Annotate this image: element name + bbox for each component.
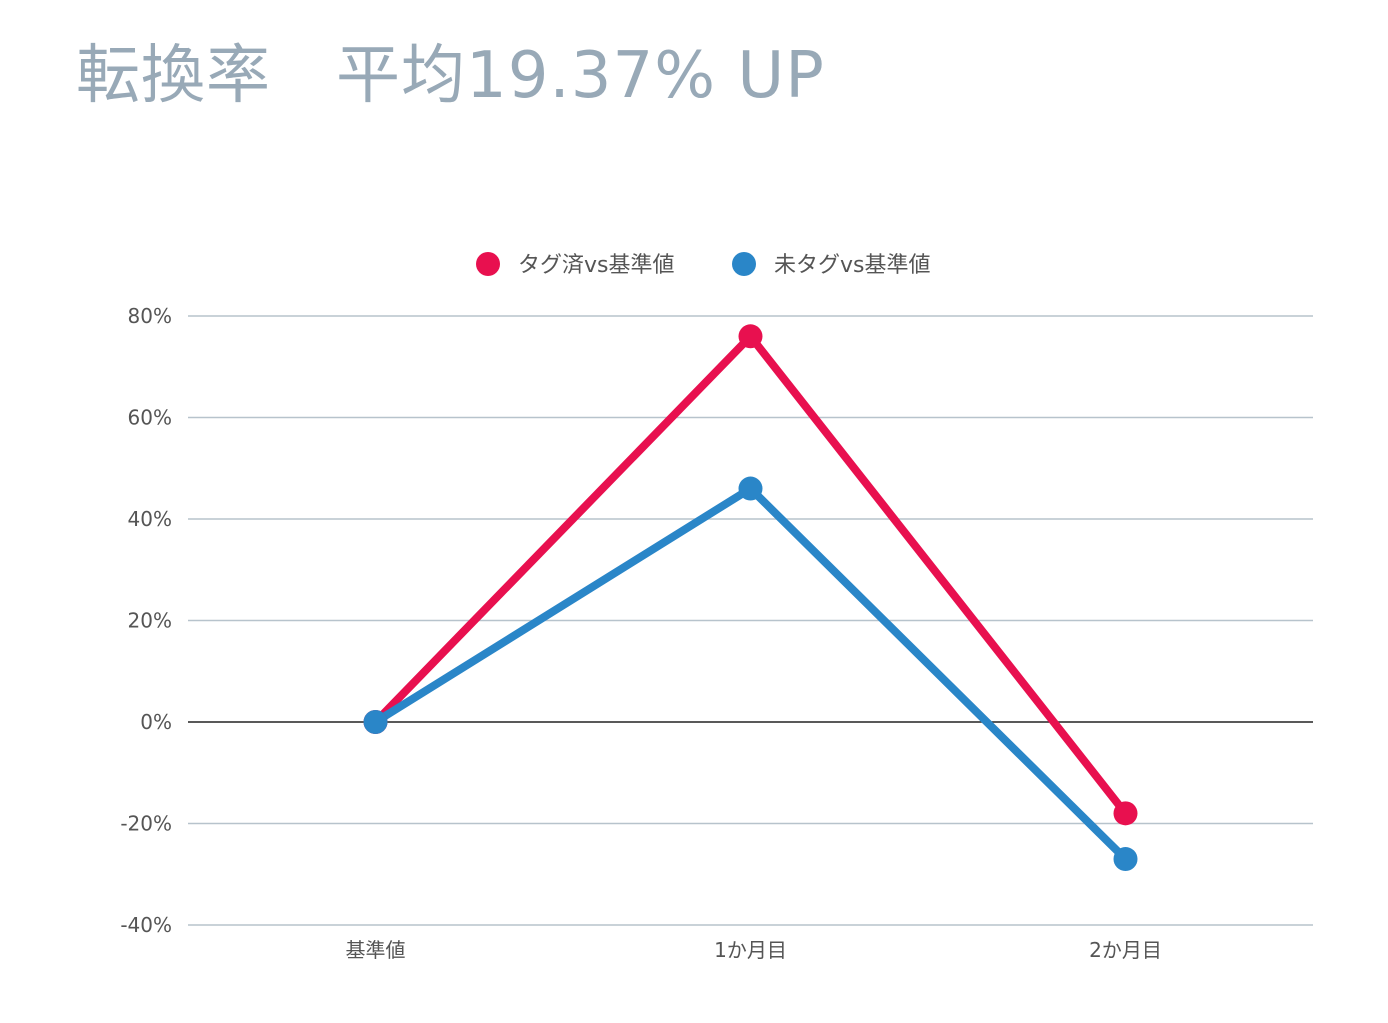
x-axis-ticks: 基準値 1か月目 2か月目 xyxy=(346,938,1162,962)
legend-label: 未タグvs基準値 xyxy=(774,253,930,278)
series-lines xyxy=(371,330,1130,864)
series-points xyxy=(363,324,1138,872)
y-tick-label: 20% xyxy=(128,609,172,633)
legend: タグ済vs基準値 未タグvs基準値 xyxy=(476,252,930,278)
data-point xyxy=(1113,801,1138,826)
chart-title: 転換率 平均19.37% UP xyxy=(76,39,825,113)
x-tick-label: 1か月目 xyxy=(714,938,787,962)
x-tick-label: 2か月目 xyxy=(1089,938,1162,962)
y-tick-label: -40% xyxy=(120,913,172,937)
y-tick-label: 60% xyxy=(128,406,172,430)
legend-marker xyxy=(476,252,500,276)
data-point xyxy=(363,710,388,734)
y-tick-label: -20% xyxy=(120,812,172,836)
x-tick-label: 基準値 xyxy=(346,938,406,962)
data-point xyxy=(738,476,763,501)
data-point xyxy=(738,324,763,349)
legend-marker xyxy=(732,252,756,276)
legend-label: タグ済vs基準値 xyxy=(518,253,674,278)
y-axis-ticks: 80% 60% 40% 20% 0% -20% -40% xyxy=(120,304,172,937)
y-tick-label: 40% xyxy=(128,507,172,531)
data-point xyxy=(1113,847,1138,872)
gridlines xyxy=(188,315,1313,926)
y-tick-label: 80% xyxy=(128,304,172,328)
y-tick-label: 0% xyxy=(140,710,172,734)
series-line-1 xyxy=(371,330,1130,818)
